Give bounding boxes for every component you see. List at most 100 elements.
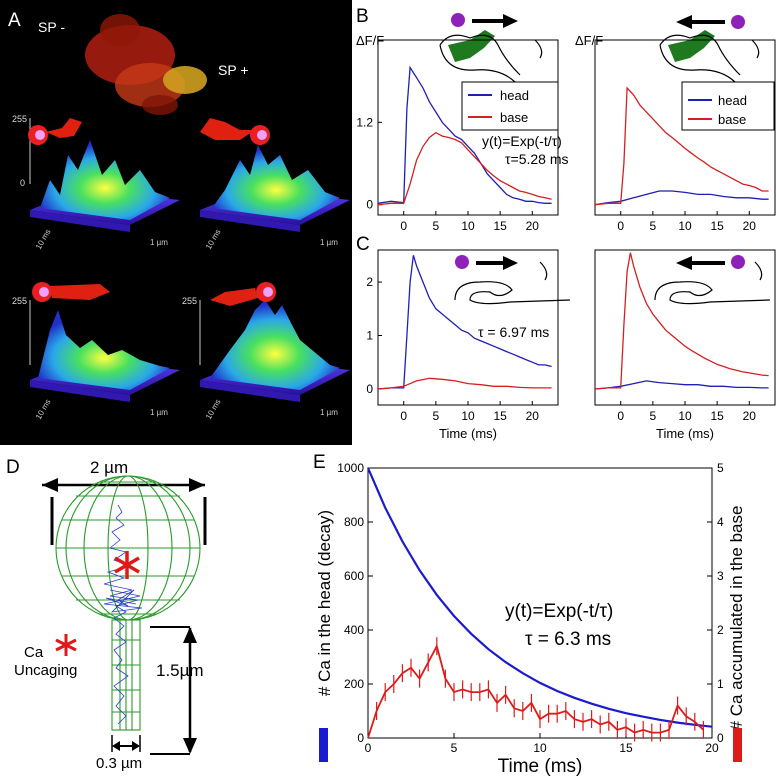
uncaging-spot-icon (731, 255, 745, 269)
arrow-down-icon (183, 738, 197, 754)
surface-plot-2: 10 ms 1 µm (200, 118, 350, 251)
panel-c-label: C (356, 234, 370, 255)
spine-fluorescence-image (85, 14, 207, 115)
uncaging-label-ca: Ca (24, 644, 44, 661)
head-width-label: 2 µm (90, 458, 128, 477)
x-tick-label: 0 (400, 409, 407, 423)
x-tick-label: 20 (705, 741, 719, 755)
spine-neck-wireframe (111, 619, 141, 731)
panel-b-fit-tau: τ=5.28 ms (505, 151, 569, 167)
x-tick-label: 20 (743, 409, 757, 423)
arrow-left-icon (112, 741, 120, 751)
legend-head-label: head (500, 88, 529, 103)
x-tick-label: 0 (617, 219, 624, 233)
series-line-head (594, 380, 769, 390)
surface-plot-1: 255 0 10 ms 1 µm (12, 114, 180, 251)
series-line-head (594, 190, 769, 206)
y-axis-label-right: # Ca accumulated in the base (727, 506, 746, 731)
legend-b-left: head base (461, 81, 559, 131)
x-tick-label: 5 (650, 219, 657, 233)
series-line-base-accumulated (367, 643, 705, 739)
arrow-left-icon (42, 478, 58, 492)
panel-b-label: B (356, 6, 369, 27)
arrow-right-icon (189, 478, 205, 492)
x-tick-label: 20 (526, 409, 540, 423)
x-tick-label: 5 (433, 219, 440, 233)
y-tick-label: 400 (344, 623, 364, 637)
panel-d: D 2 µm (6, 457, 207, 772)
y-tick-label: 600 (344, 569, 364, 583)
uncaging-label-uncaging: Uncaging (14, 662, 77, 679)
legend-base-label: base (718, 112, 746, 127)
surface-plot-3: 255 10 ms 1 µm (12, 282, 180, 421)
plot-frame (594, 249, 776, 406)
left-axis-color-key (319, 728, 328, 762)
panel-b-left-stim-icon (439, 13, 543, 83)
y-right-tick-label: 4 (717, 515, 724, 529)
x-tick-label: 10 (678, 219, 692, 233)
panel-e-equation: y(t)=Exp(-t/τ) (505, 601, 613, 622)
space-scale-label: 1 µm (150, 238, 168, 247)
x-tick-label: 10 (461, 409, 475, 423)
legend-base-label: base (500, 110, 528, 125)
y-tick-label: 200 (344, 677, 364, 691)
y-tick-label: 0 (366, 382, 373, 396)
arrow-right-icon (503, 256, 518, 270)
y-tick-label: 2 (366, 275, 373, 289)
x-axis-label: Time (ms) (439, 426, 497, 441)
x-tick-label: 0 (617, 409, 624, 423)
panel-a: A SP - SP + 255 0 10 ms 1 µm (0, 0, 352, 445)
z-tick-0: 0 (20, 178, 25, 188)
y-right-tick-label: 5 (717, 461, 724, 475)
sp-plus-caption: SP + (218, 62, 249, 78)
z-tick-255: 255 (12, 296, 27, 306)
uncaging-star-icon (114, 551, 140, 579)
uncaging-legend-star-icon (55, 634, 77, 656)
x-tick-label: 5 (433, 409, 440, 423)
panel-c-fit-tau: τ = 6.97 ms (478, 324, 549, 340)
y-right-tick-label: 1 (717, 677, 724, 691)
series-line-head (377, 255, 552, 390)
plot-c-left: 0 5 10 15 20 0 1 2 Time (ms) (366, 249, 559, 441)
y-tick-label: 1.2 (356, 115, 373, 129)
panel-c-left-stim-icon (454, 255, 571, 305)
x-tick-label: 0 (400, 219, 407, 233)
plot-c-right: 0 5 10 15 20 Time (ms) (594, 249, 776, 441)
panel-b-right-stim-icon (659, 15, 760, 83)
series-line-base (377, 377, 552, 390)
uncaging-spot-icon (455, 255, 469, 269)
panel-c-right-stim-icon (654, 255, 771, 305)
space-scale-label: 1 µm (320, 408, 338, 417)
x-tick-label: 20 (526, 219, 540, 233)
z-tick-255: 255 (182, 296, 197, 306)
y-right-tick-label: 0 (717, 731, 724, 745)
legend-b-right: head base (681, 81, 775, 131)
arrow-left-icon (676, 15, 692, 29)
x-tick-label: 20 (743, 219, 757, 233)
series-line-base (594, 86, 769, 206)
plot-b-right: 0 5 10 15 20 (594, 39, 776, 233)
y-tick-label: 0 (366, 198, 373, 212)
x-tick-label: 10 (678, 409, 692, 423)
x-tick-label: 0 (365, 741, 372, 755)
y-axis-label-left: # Ca in the head (decay) (315, 510, 334, 696)
series-line-head-decay (366, 467, 713, 728)
series-line-base (594, 252, 769, 390)
x-tick-label: 10 (533, 741, 547, 755)
panel-d-label: D (6, 457, 20, 478)
y-right-tick-label: 2 (717, 623, 724, 637)
legend-head-label: head (718, 93, 747, 108)
y-right-tick-label: 3 (717, 569, 724, 583)
surface-plot-4: 255 10 ms 1 µm (182, 282, 350, 421)
z-tick-255: 255 (12, 114, 27, 124)
sp-minus-caption: SP - (38, 19, 65, 35)
neck-width-label: 0.3 µm (96, 755, 142, 772)
x-tick-label: 15 (710, 409, 724, 423)
space-scale-label: 1 µm (150, 408, 168, 417)
calcium-diffusion-trace (103, 504, 143, 725)
x-tick-label: 15 (710, 219, 724, 233)
x-axis-label: Time (ms) (498, 756, 583, 776)
panel-b-ylabel-right: ΔF/F (575, 33, 603, 48)
